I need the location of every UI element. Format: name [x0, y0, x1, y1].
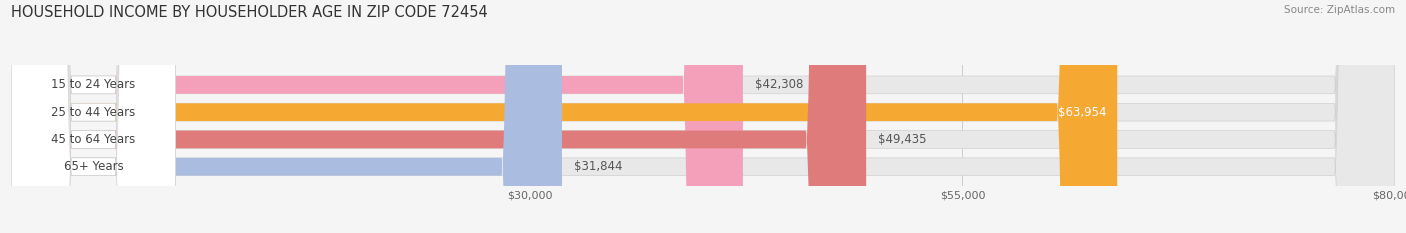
- FancyBboxPatch shape: [11, 0, 1395, 233]
- Text: 45 to 64 Years: 45 to 64 Years: [51, 133, 135, 146]
- Text: HOUSEHOLD INCOME BY HOUSEHOLDER AGE IN ZIP CODE 72454: HOUSEHOLD INCOME BY HOUSEHOLDER AGE IN Z…: [11, 5, 488, 20]
- Text: Source: ZipAtlas.com: Source: ZipAtlas.com: [1284, 5, 1395, 15]
- FancyBboxPatch shape: [11, 0, 1395, 233]
- FancyBboxPatch shape: [11, 0, 176, 233]
- FancyBboxPatch shape: [11, 0, 176, 233]
- FancyBboxPatch shape: [11, 0, 1395, 233]
- FancyBboxPatch shape: [11, 0, 562, 233]
- FancyBboxPatch shape: [11, 0, 1118, 233]
- Text: $31,844: $31,844: [574, 160, 623, 173]
- Text: $63,954: $63,954: [1059, 106, 1107, 119]
- Text: 65+ Years: 65+ Years: [63, 160, 124, 173]
- Text: $49,435: $49,435: [879, 133, 927, 146]
- FancyBboxPatch shape: [11, 0, 866, 233]
- FancyBboxPatch shape: [11, 0, 1395, 233]
- FancyBboxPatch shape: [11, 0, 742, 233]
- Text: $42,308: $42,308: [755, 78, 803, 91]
- Text: 15 to 24 Years: 15 to 24 Years: [51, 78, 135, 91]
- FancyBboxPatch shape: [11, 0, 176, 233]
- FancyBboxPatch shape: [11, 0, 176, 233]
- Text: 25 to 44 Years: 25 to 44 Years: [51, 106, 135, 119]
